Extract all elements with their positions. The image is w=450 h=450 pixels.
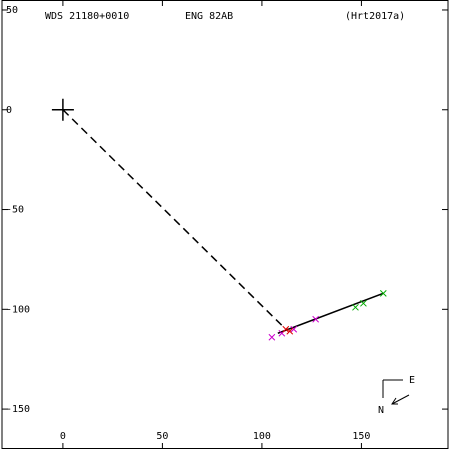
y-tick-label: -50	[6, 205, 24, 216]
x-tick-label: 50	[156, 431, 168, 442]
chart-subtitle: ENG 82AB	[185, 11, 233, 22]
x-tick-label: 0	[60, 431, 66, 442]
x-tick-label: 150	[352, 431, 370, 442]
point	[312, 315, 320, 323]
motion-arrow	[391, 394, 410, 405]
chart-title: WDS 21180+0010	[45, 11, 129, 22]
x-tick-label: 100	[253, 431, 271, 442]
y-tick-label: -100	[6, 304, 30, 315]
point	[290, 325, 298, 333]
compass-east: E	[409, 375, 415, 386]
origin-marker	[51, 98, 74, 121]
point	[352, 303, 359, 311]
point	[268, 333, 276, 341]
compass-north: N	[378, 405, 384, 416]
compass: E N	[378, 375, 415, 416]
y-tick-label: 0	[6, 105, 12, 116]
point	[286, 327, 294, 335]
y-tick-label: -150	[6, 404, 30, 415]
dashed-line	[62, 109, 285, 328]
point	[379, 289, 387, 297]
motion-arrowhead	[391, 397, 398, 405]
reference: (Hrt2017a)	[345, 11, 405, 22]
point	[360, 299, 367, 307]
orbit-line	[277, 292, 384, 334]
point	[282, 325, 290, 333]
y-tick-label: 50	[6, 5, 18, 16]
